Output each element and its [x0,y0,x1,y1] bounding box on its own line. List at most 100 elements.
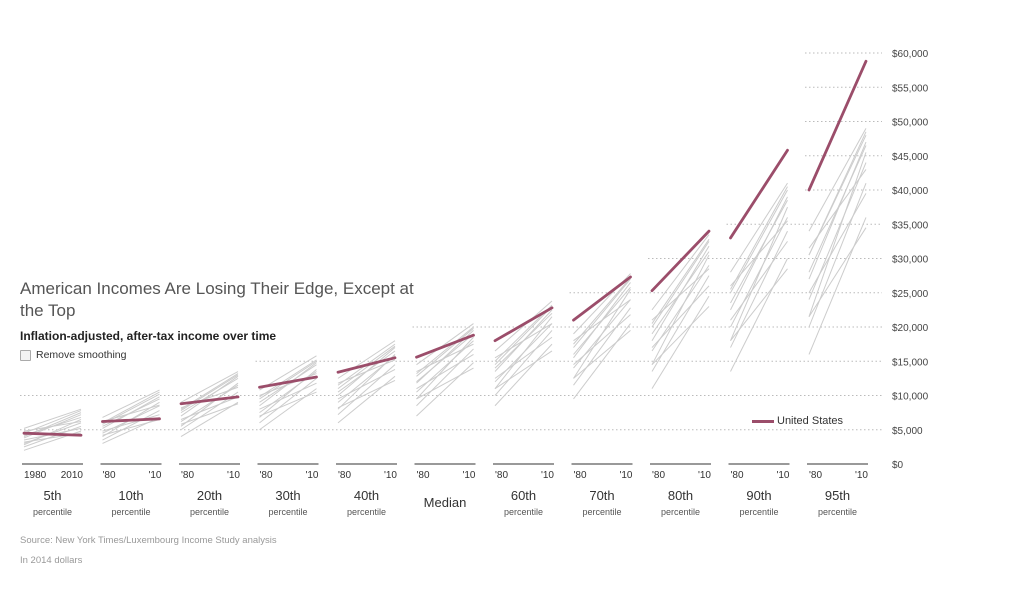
percentile-label: 5th [43,488,61,503]
percentile-sublabel: percentile [111,507,150,517]
y-tick-label: $40,000 [892,186,929,197]
percentile-sublabel: percentile [190,507,229,517]
y-tick-label: $45,000 [892,152,929,163]
percentile-label: 80th [668,488,693,503]
x-tick-label: '10 [776,470,789,481]
other-country-line [102,396,160,429]
y-tick-label: $55,000 [892,83,929,94]
percentile-sublabel: percentile [347,507,386,517]
us-line [258,375,318,389]
percentile-sublabel: percentile [818,507,857,517]
x-tick-label: '10 [148,470,161,481]
other-country-line [180,401,239,438]
other-country-line [808,182,867,328]
y-tick-label: $20,000 [892,323,929,334]
us-line [101,417,161,423]
other-country-line [416,323,474,366]
percentile-label: 40th [354,488,379,503]
legend-swatch-us [752,419,774,423]
x-tick-label: '80 [652,470,665,481]
other-country-line [651,241,710,328]
percentile-label: 60th [511,488,536,503]
checkbox[interactable] [20,349,31,361]
x-tick-label: '80 [417,470,430,481]
x-tick-label: '10 [305,470,318,481]
y-tick-label: $35,000 [892,220,929,231]
percentile-sublabel: percentile [504,507,543,517]
other-country-line [102,389,160,418]
other-country-line [808,141,867,280]
other-country-line [730,258,788,372]
other-country-line [259,388,317,431]
other-country-line [102,418,160,436]
other-country-line [416,343,474,372]
x-tick-label: '80 [731,470,744,481]
percentile-sublabel: percentile [739,507,778,517]
other-country-line [180,396,239,420]
other-country-line [730,268,788,342]
y-tick-label: $25,000 [892,289,929,300]
chart-subtitle: Inflation-adjusted, after-tax income ove… [20,329,277,343]
x-tick-label: '80 [809,470,822,481]
chart-title: American Incomes Are Losing Their Edge, … [20,279,414,320]
other-country-line [730,200,788,304]
us-line [493,306,554,343]
other-country-line [337,340,396,379]
other-country-line [259,382,317,410]
x-tick-label: '10 [462,470,475,481]
legend-label-us: United States [777,415,844,427]
other-country-line [337,369,396,400]
other-country-line [259,360,317,400]
other-country-line [102,414,160,432]
x-tick-label: '10 [541,470,554,481]
other-country-line [808,162,867,300]
percentile-sublabel: percentile [268,507,307,517]
other-country-line [416,327,474,377]
remove-smoothing-toggle[interactable]: Remove smoothing [20,349,126,361]
other-country-line [573,330,631,379]
other-country-line [337,379,396,409]
other-country-line [730,196,788,311]
other-country-line [259,391,317,417]
other-country-line [808,152,867,317]
other-country-line [259,362,317,407]
other-country-line [23,408,82,429]
x-tick-label: '10 [619,470,632,481]
us-line [179,395,240,406]
other-country-line [573,282,631,359]
x-tick-label: 1980 [24,470,47,481]
x-tick-label: '10 [855,470,868,481]
x-tick-label: '80 [103,470,116,481]
other-country-line [651,254,710,365]
other-country-line [102,404,160,423]
percentile-label: 90th [746,488,771,503]
other-country-line [416,336,474,400]
us-line [650,229,711,293]
other-country-line [416,362,474,417]
other-country-line [494,336,553,379]
other-country-line [180,371,239,403]
other-country-line [494,300,553,352]
other-country-line [259,359,317,398]
other-country-line [416,353,474,390]
us-line [22,431,83,437]
source-note: Source: New York Times/Luxembourg Income… [20,535,277,546]
percentile-sublabel: percentile [661,507,700,517]
other-country-line [573,277,631,345]
other-country-line [23,425,82,448]
other-country-line [730,217,788,328]
other-country-line [573,289,631,379]
x-tick-label: '80 [260,470,273,481]
other-country-line [494,309,553,372]
other-country-line [494,306,553,366]
other-country-line [808,217,867,355]
x-tick-label: '80 [338,470,351,481]
other-country-line [651,268,710,321]
percentile-sublabel: percentile [582,507,621,517]
other-country-line [180,377,239,414]
us-line [807,59,868,192]
us-line [336,356,397,374]
other-country-line [259,377,317,424]
other-country-line [573,323,631,400]
